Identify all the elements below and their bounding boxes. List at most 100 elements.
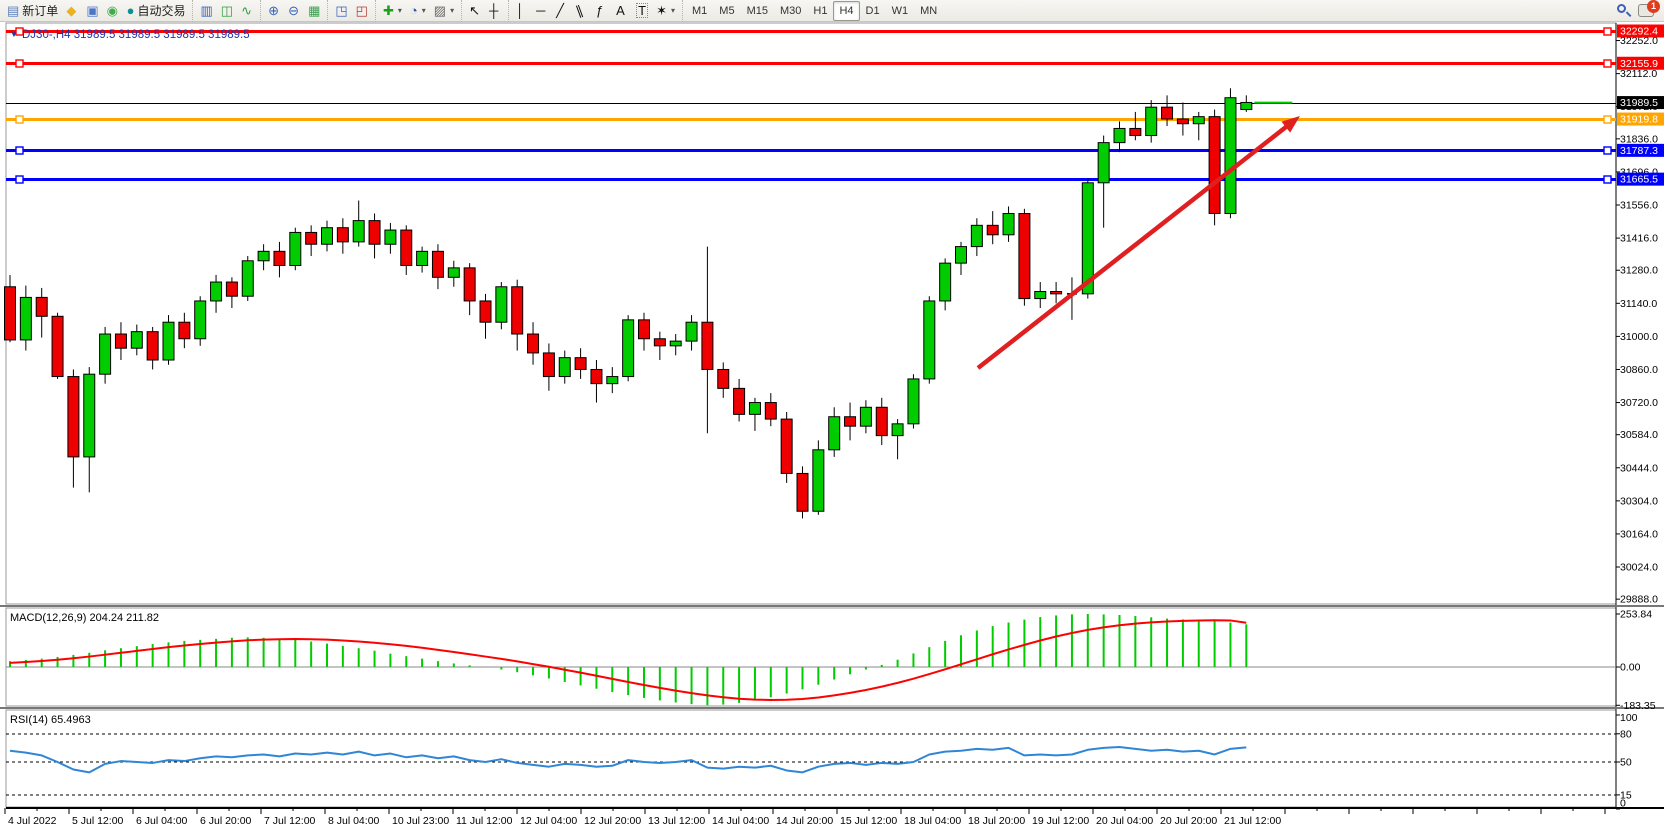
support-line-blue-1-handle[interactable]	[15, 146, 24, 155]
timeframe-h1[interactable]: H1	[813, 4, 828, 17]
timeframe-h4[interactable]: H4	[833, 0, 860, 21]
svg-text:32292.4: 32292.4	[1620, 26, 1658, 38]
text-button-icon: A	[616, 3, 625, 18]
metaquotes-icon-icon: ◆	[66, 3, 77, 18]
level-lines	[6, 27, 1616, 184]
autotrading-button-label: 自动交易	[137, 4, 186, 18]
equidistant-channel-button[interactable]: ∥	[572, 1, 592, 21]
chart-title: ▼ DJ30-,H4 31989.5 31989.5 31989.5 31989.…	[10, 29, 250, 41]
svg-text:30720.0: 30720.0	[1620, 397, 1658, 409]
arrows-button-caret[interactable]: ▾	[670, 6, 675, 15]
crosshair-button[interactable]: ┼	[485, 1, 505, 21]
timeframe-d1[interactable]: D1	[865, 4, 880, 17]
timeframe-m1[interactable]: M1	[692, 4, 708, 17]
grid-arrange-button[interactable]: ◰	[352, 1, 372, 21]
timeframe-m5[interactable]: M5	[719, 4, 735, 17]
horizontal-line-button[interactable]: ─	[532, 1, 552, 21]
support-line-orange-handle[interactable]	[1603, 115, 1612, 124]
main-toolbar: ▤ 新订单 ◆ ▣ ◉ ● 自动交易 ▥ ◫ ∿ ⊕ ⊖ ▦ ◳ ◰ ✚ ▾ ◔ ▾ ▨ ▾ ↖ ┼ │ ─ ╱ ∥ ƒ A T ✶ ▾ M1 M…	[0, 0, 1664, 22]
chat-icon[interactable]: 1	[1638, 0, 1660, 17]
zoom-out-button[interactable]: ⊖	[284, 1, 304, 21]
tile-windows-button[interactable]: ▦	[304, 1, 324, 21]
svg-text:32252.0: 32252.0	[1620, 35, 1658, 47]
auto-arrange-button[interactable]: ◳	[331, 1, 351, 21]
period-clock-button-caret[interactable]: ▾	[421, 6, 426, 15]
support-line-blue-1-handle[interactable]	[1603, 146, 1612, 155]
svg-text:31989.5: 31989.5	[1620, 97, 1658, 109]
svg-text:253.84: 253.84	[1620, 609, 1652, 621]
zoom-in-button-icon: ⊕	[268, 3, 279, 18]
timeframe-m30[interactable]: M30	[779, 4, 802, 17]
signal-icon[interactable]: ◉	[103, 1, 123, 21]
equidistant-channel-button-icon: ∥	[573, 2, 585, 19]
svg-text:31665.5: 31665.5	[1620, 174, 1658, 186]
svg-text:100: 100	[1620, 712, 1638, 724]
cursor-button[interactable]: ↖	[465, 1, 485, 21]
text-button[interactable]: A	[612, 1, 632, 21]
crosshair-button-icon: ┼	[489, 3, 499, 18]
svg-text:12 Jul 04:00: 12 Jul 04:00	[520, 815, 577, 827]
resistance-line-1-handle[interactable]	[15, 27, 24, 36]
svg-text:20 Jul 04:00: 20 Jul 04:00	[1096, 815, 1153, 827]
template-button-icon: ▨	[433, 3, 447, 18]
new-order-button-icon: ▤	[7, 3, 20, 18]
rsi-panel: RSI(14) 65.4963 100 80 50 150	[6, 712, 1638, 810]
timeframe-mn[interactable]: MN	[920, 4, 938, 17]
candles	[4, 88, 1253, 519]
support-line-blue-2-handle[interactable]	[1603, 175, 1612, 184]
trend-arrow[interactable]	[976, 116, 1300, 370]
resistance-line-2-handle[interactable]	[1603, 59, 1612, 68]
search-icon[interactable]	[1617, 4, 1632, 17]
line-chart-button[interactable]: ∿	[237, 1, 257, 21]
svg-text:31919.8: 31919.8	[1620, 114, 1658, 126]
support-line-orange-price-label: 31919.8	[1617, 112, 1664, 126]
resistance-line-1-handle[interactable]	[1603, 27, 1612, 36]
fibonacci-button[interactable]: ƒ	[592, 1, 612, 21]
candlestick-chart-button-icon: ◫	[220, 3, 234, 18]
symbol-dropdown-icon[interactable]: ▼	[10, 30, 18, 39]
svg-text:31556.0: 31556.0	[1620, 200, 1658, 212]
auto-arrange-button-icon: ◳	[335, 3, 348, 18]
svg-text:31000.0: 31000.0	[1620, 331, 1658, 343]
trendline-button[interactable]: ╱	[552, 1, 572, 21]
new-order-button[interactable]: ▤ 新订单	[3, 1, 62, 21]
candlestick-chart-button[interactable]: ◫	[217, 1, 237, 21]
support-line-blue-2-handle[interactable]	[15, 175, 24, 184]
vertical-line-button[interactable]: │	[512, 1, 532, 21]
svg-text:50: 50	[1620, 757, 1632, 769]
text-label-button[interactable]: T	[632, 1, 652, 21]
metaquotes-icon[interactable]: ◆	[62, 1, 82, 21]
template-button[interactable]: ▨ ▾	[430, 1, 458, 21]
svg-text:30444.0: 30444.0	[1620, 462, 1658, 474]
svg-text:8 Jul 04:00: 8 Jul 04:00	[328, 815, 380, 827]
zoom-group: ⊕ ⊖ ▦	[260, 0, 327, 22]
add-indicator-button[interactable]: ✚ ▾	[379, 1, 406, 21]
bar-chart-button[interactable]: ▥	[196, 1, 216, 21]
chart-window-icon[interactable]: ▣	[82, 1, 102, 21]
rsi-label: RSI(14) 65.4963	[10, 714, 91, 726]
support-line-orange-handle[interactable]	[15, 115, 24, 124]
autotrading-button-icon: ●	[126, 3, 135, 18]
symbol-ohlc-text: DJ30-,H4 31989.5 31989.5 31989.5 31989.5	[22, 29, 250, 41]
autotrading-button[interactable]: ● 自动交易	[123, 1, 190, 21]
orders-group: ▤ 新订单 ◆ ▣ ◉ ● 自动交易	[0, 0, 192, 22]
svg-text:4 Jul 2022: 4 Jul 2022	[8, 815, 57, 827]
svg-text:0.00: 0.00	[1620, 662, 1641, 674]
svg-text:18 Jul 04:00: 18 Jul 04:00	[904, 815, 961, 827]
new-order-button-label: 新订单	[22, 4, 59, 18]
period-clock-button[interactable]: ◔ ▾	[406, 1, 430, 21]
svg-text:10 Jul 23:00: 10 Jul 23:00	[392, 815, 449, 827]
timeframe-m15[interactable]: M15	[746, 4, 768, 17]
resistance-line-2-handle[interactable]	[15, 59, 24, 68]
period-clock-button-icon: ◔	[409, 3, 418, 18]
arrows-button[interactable]: ✶ ▾	[652, 1, 679, 21]
timeframe-w1[interactable]: W1	[891, 4, 909, 17]
svg-text:31836.0: 31836.0	[1620, 133, 1658, 145]
svg-text:80: 80	[1620, 728, 1632, 740]
svg-text:7 Jul 12:00: 7 Jul 12:00	[264, 815, 316, 827]
zoom-in-button[interactable]: ⊕	[264, 1, 284, 21]
template-button-caret[interactable]: ▾	[450, 6, 455, 15]
add-indicator-button-caret[interactable]: ▾	[397, 6, 402, 15]
arrows-button-icon: ✶	[656, 3, 667, 18]
